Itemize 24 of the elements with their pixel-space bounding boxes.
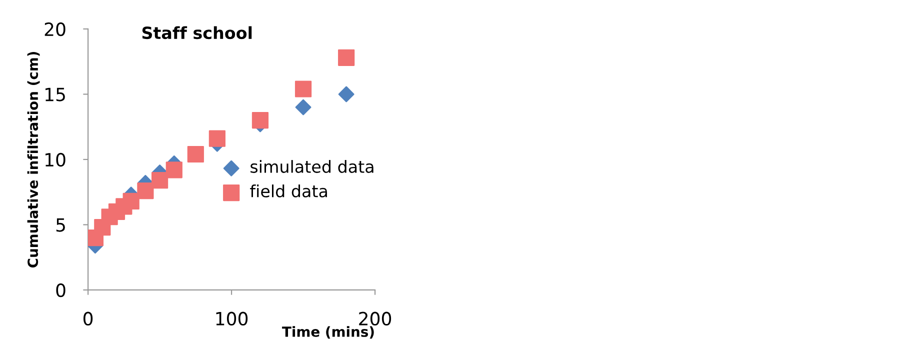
point (252, 112, 269, 129)
x-tick-label: 0 (83, 312, 93, 326)
y-tick-label: 0 (56, 283, 66, 298)
y-tick-label: 15 (46, 88, 65, 102)
point (137, 182, 154, 200)
point (166, 162, 182, 178)
point (295, 99, 312, 116)
x-tick-label: 200 (359, 312, 392, 326)
point (122, 192, 140, 210)
x-tick-label: 100 (216, 312, 248, 326)
x-axis-title: Time (mins) (282, 326, 374, 339)
point (208, 130, 226, 147)
legend-label: simulated data (250, 160, 374, 173)
point (187, 146, 204, 163)
chart-title: Staff school (142, 26, 252, 40)
y-tick-label: 20 (44, 22, 66, 36)
legend-label: field data (250, 184, 327, 198)
point (338, 86, 354, 102)
y-axis-title: Cumulative infiltration (cm) (27, 52, 40, 268)
point (338, 49, 355, 66)
y-tick-label: 10 (46, 152, 66, 167)
point (151, 172, 168, 189)
y-tick-label: 5 (56, 218, 65, 232)
point (294, 80, 312, 98)
